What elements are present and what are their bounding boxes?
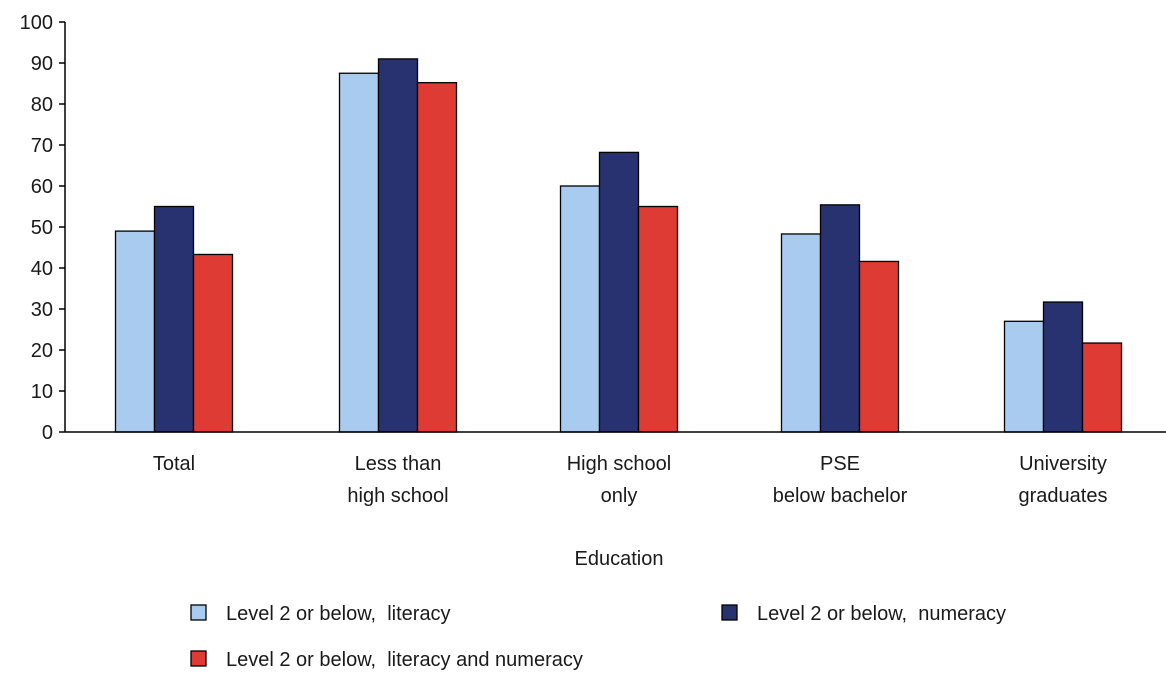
- y-tick-label: 80: [31, 94, 53, 116]
- x-tick-label: below bachelor: [773, 485, 908, 507]
- legend-label: Level 2 or below, literacy and numeracy: [226, 649, 583, 671]
- bar-literacy: [338, 72, 380, 433]
- bar-literacy: [559, 185, 601, 433]
- bar-literacy-and-numeracy: [858, 260, 900, 433]
- bar-numeracy: [153, 205, 195, 433]
- bar-literacy: [1003, 320, 1045, 433]
- legend-swatch: [721, 604, 738, 621]
- bar-numeracy: [377, 58, 419, 433]
- x-tick-label: PSE: [820, 453, 860, 475]
- y-tick-label: 60: [31, 176, 53, 198]
- bar-numeracy: [1042, 301, 1084, 433]
- bar-literacy-and-numeracy: [416, 82, 458, 433]
- bar-literacy-and-numeracy: [637, 205, 679, 433]
- x-tick-label: graduates: [1019, 485, 1108, 507]
- bar-literacy-and-numeracy: [192, 253, 234, 433]
- bar-literacy: [780, 233, 822, 433]
- x-tick-label: Total: [153, 453, 195, 475]
- y-tick-label: 50: [31, 217, 53, 239]
- y-tick-label: 100: [20, 12, 53, 34]
- x-tick-label: Less than: [355, 453, 442, 475]
- y-tick-label: 40: [31, 258, 53, 280]
- bar-numeracy: [598, 151, 640, 433]
- legend-label: Level 2 or below, numeracy: [757, 603, 1006, 625]
- bar-literacy-and-numeracy: [1081, 342, 1123, 433]
- y-tick-label: 10: [31, 381, 53, 403]
- legend-swatch: [190, 604, 207, 621]
- x-tick-label: only: [601, 485, 638, 507]
- x-tick-label: high school: [347, 485, 448, 507]
- bar-numeracy: [819, 204, 861, 433]
- legend-label: Level 2 or below, literacy: [226, 603, 451, 625]
- y-tick-label: 0: [42, 422, 53, 444]
- y-tick-label: 30: [31, 299, 53, 321]
- legend-swatch: [190, 650, 207, 667]
- x-tick-label: University: [1019, 453, 1107, 475]
- x-tick-label: High school: [567, 453, 672, 475]
- x-axis-title: Education: [575, 548, 664, 570]
- y-tick-label: 70: [31, 135, 53, 157]
- y-tick-label: 90: [31, 53, 53, 75]
- y-tick-label: 20: [31, 340, 53, 362]
- bar-literacy: [114, 230, 156, 433]
